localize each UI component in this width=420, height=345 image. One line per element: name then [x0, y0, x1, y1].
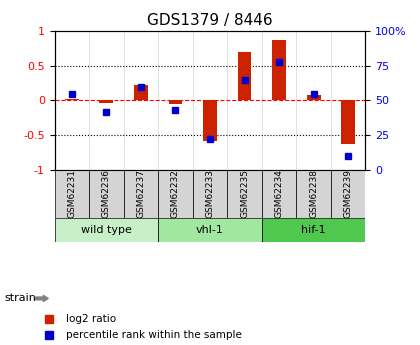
Text: percentile rank within the sample: percentile rank within the sample — [66, 330, 241, 340]
Text: vhl-1: vhl-1 — [196, 225, 224, 235]
Bar — [272, 40, 286, 100]
Text: wild type: wild type — [81, 225, 132, 235]
Bar — [89, 170, 123, 218]
Bar — [123, 170, 158, 218]
Text: GSM62232: GSM62232 — [171, 169, 180, 218]
Bar — [158, 218, 262, 241]
Bar — [331, 170, 365, 218]
Text: GSM62235: GSM62235 — [240, 169, 249, 218]
Bar — [100, 100, 113, 102]
Bar — [55, 170, 89, 218]
Bar — [193, 170, 227, 218]
Bar — [55, 218, 158, 241]
Bar — [227, 170, 262, 218]
Bar — [168, 100, 182, 104]
Text: log2 ratio: log2 ratio — [66, 314, 116, 324]
Bar — [262, 170, 297, 218]
Text: hif-1: hif-1 — [301, 225, 326, 235]
Title: GDS1379 / 8446: GDS1379 / 8446 — [147, 13, 273, 29]
Text: GSM62238: GSM62238 — [309, 169, 318, 218]
Bar — [297, 170, 331, 218]
Text: strain: strain — [4, 294, 36, 303]
Bar — [65, 99, 79, 100]
Text: GSM62239: GSM62239 — [344, 169, 353, 218]
Bar — [341, 100, 355, 144]
Text: GSM62231: GSM62231 — [67, 169, 76, 218]
Bar — [307, 95, 320, 100]
Text: GSM62233: GSM62233 — [205, 169, 215, 218]
Bar — [238, 52, 252, 100]
Text: GSM62237: GSM62237 — [136, 169, 145, 218]
Text: GSM62234: GSM62234 — [275, 169, 284, 218]
Bar — [134, 85, 148, 100]
Bar — [262, 218, 365, 241]
Text: GSM62236: GSM62236 — [102, 169, 111, 218]
Bar — [203, 100, 217, 141]
Bar — [158, 170, 193, 218]
